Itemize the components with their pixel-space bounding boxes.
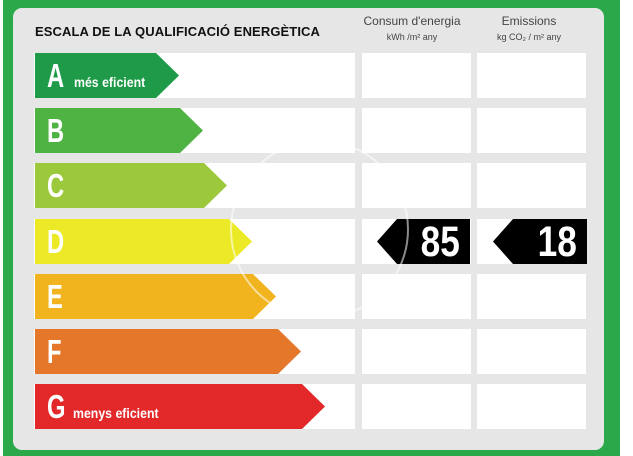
consumption-cell-b bbox=[362, 108, 471, 153]
emissions-cell-g bbox=[477, 384, 586, 429]
rating-letter-f: F bbox=[47, 333, 62, 370]
emissions-cell-e bbox=[477, 274, 586, 319]
watermark-logo bbox=[230, 140, 409, 319]
rating-letter-d: D bbox=[47, 223, 65, 260]
rating-arrow-e: E bbox=[35, 274, 276, 319]
emissions-value-tag: 18 bbox=[493, 219, 587, 264]
emissions-value: 18 bbox=[537, 218, 577, 266]
rating-letter-c: C bbox=[47, 167, 65, 204]
emissions-unit: kg CO₂ / m² any bbox=[496, 32, 561, 42]
consumption-cell-f bbox=[362, 329, 471, 374]
rating-letter-b: B bbox=[47, 112, 65, 149]
rating-arrow-b: B bbox=[35, 108, 203, 153]
rating-arrow-c: C bbox=[35, 163, 227, 208]
rating-letter-e: E bbox=[47, 278, 63, 315]
emissions-label: Emissions bbox=[501, 14, 557, 28]
consumption-cell-a bbox=[362, 53, 471, 98]
consumption-label: Consum d'energia bbox=[363, 14, 461, 28]
emissions-cell-b bbox=[477, 108, 586, 153]
emissions-cell-f bbox=[477, 329, 586, 374]
emissions-header: Emissions kg CO₂ / m² any bbox=[474, 14, 584, 44]
consumption-header: Consum d'energia kWh /m² any bbox=[360, 14, 464, 44]
rating-letter-g: G bbox=[47, 388, 66, 425]
rating-arrow-d: D bbox=[35, 219, 252, 264]
emissions-cell-c bbox=[477, 163, 586, 208]
rating-letter-a: A bbox=[47, 57, 65, 94]
rating-note-a: més eficient bbox=[74, 74, 146, 90]
consumption-cell-g bbox=[362, 384, 471, 429]
consumption-value: 85 bbox=[420, 218, 460, 266]
scale-title: ESCALA DE LA QUALIFICACIÓ ENERGÈTICA bbox=[35, 24, 321, 39]
rating-arrow-f: F bbox=[35, 329, 301, 374]
rating-note-g: menys eficient bbox=[73, 405, 159, 421]
rating-arrow-g: G menys eficient bbox=[35, 384, 325, 429]
emissions-cell-a bbox=[477, 53, 586, 98]
consumption-unit: kWh /m² any bbox=[386, 32, 438, 42]
rating-arrow-a: A més eficient bbox=[35, 53, 179, 98]
